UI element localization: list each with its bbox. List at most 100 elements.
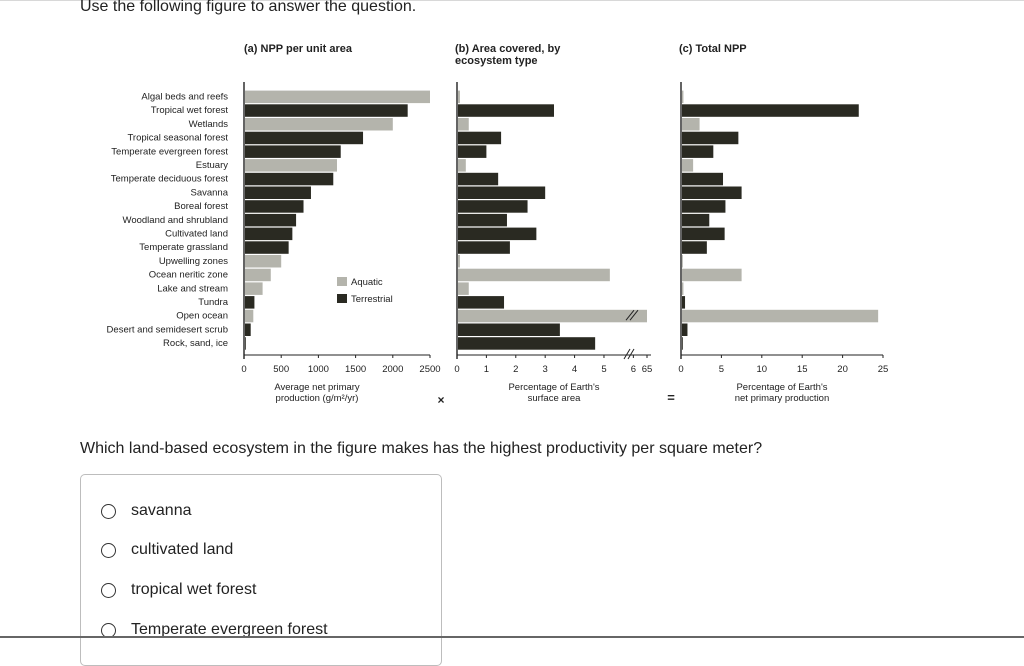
- tick-label: 1: [484, 364, 489, 375]
- tick-label: 65: [642, 364, 653, 375]
- axis-break-mark: [627, 348, 635, 360]
- tick-label: 25: [878, 364, 889, 375]
- tick-label: 2000: [382, 364, 403, 375]
- bar-aquatic: [245, 255, 282, 268]
- bar-aquatic: [458, 159, 466, 172]
- npp-figure: Algal beds and reefs Tropical wet forest W…: [0, 30, 1024, 430]
- legend-label-terrestrial: Terrestrial: [351, 294, 393, 305]
- bar-terrestrial: [682, 172, 724, 186]
- bar-aquatic: [458, 255, 460, 268]
- tick-label: 3: [543, 364, 548, 375]
- x-axis-label: surface area: [528, 393, 582, 404]
- bar-terrestrial: [245, 131, 364, 145]
- bar-terrestrial: [458, 200, 528, 213]
- bar-aquatic: [682, 118, 700, 131]
- bar-terrestrial: [245, 241, 289, 254]
- bar-terrestrial: [682, 241, 707, 254]
- panel-title: (a) NPP per unit area: [244, 43, 353, 55]
- bar-terrestrial: [682, 200, 726, 213]
- bar-aquatic: [245, 90, 430, 104]
- multiply-sign: ×: [437, 393, 444, 407]
- bar-aquatic: [245, 159, 337, 172]
- bar-aquatic: [682, 90, 684, 104]
- option-tropical-wet-forest[interactable]: tropical wet forest: [101, 578, 256, 602]
- bar-terrestrial: [682, 323, 688, 336]
- x-axis-label: Percentage of Earth's: [508, 382, 599, 393]
- panel-title: ecosystem type: [455, 55, 538, 67]
- bar-terrestrial: [458, 296, 505, 309]
- ecosystem-label: Temperate evergreen forest: [111, 146, 228, 157]
- axis-break-mark: [623, 348, 631, 360]
- ecosystem-label: Rock, sand, ice: [163, 338, 228, 349]
- bar-aquatic: [245, 268, 271, 282]
- tick-label: 20: [837, 364, 848, 375]
- answer-options: savanna cultivated land tropical wet for…: [80, 474, 442, 666]
- option-cultivated-land[interactable]: cultivated land: [101, 538, 233, 562]
- ecosystem-label: Tundra: [198, 297, 228, 308]
- bar-terrestrial: [682, 337, 683, 350]
- ecosystem-label: Cultivated land: [165, 229, 228, 240]
- bar-terrestrial: [245, 213, 297, 227]
- radio-button[interactable]: [101, 503, 116, 519]
- bar-terrestrial: [682, 104, 859, 117]
- option-label: savanna: [131, 502, 192, 519]
- x-axis-label: net primary production: [735, 393, 830, 404]
- x-axis-label: Average net primary: [274, 382, 360, 393]
- bar-aquatic: [682, 282, 684, 295]
- figure-annotations: Aquatic Terrestrial × =: [337, 277, 675, 407]
- ecosystem-label: Lake and stream: [157, 283, 228, 294]
- ecosystem-label: Open ocean: [176, 311, 228, 322]
- bar-aquatic: [682, 159, 694, 172]
- radio-button[interactable]: [101, 542, 116, 558]
- bar-terrestrial: [458, 131, 502, 145]
- bar-terrestrial: [682, 131, 739, 145]
- bar-terrestrial: [458, 323, 560, 336]
- bar-terrestrial: [458, 213, 507, 227]
- ecosystem-label: Woodland and shrubland: [123, 215, 228, 226]
- ecosystem-label: Boreal forest: [174, 201, 228, 212]
- tick-label: 500: [273, 364, 289, 375]
- bar-aquatic: [682, 268, 742, 282]
- bar-aquatic: [458, 90, 460, 104]
- bar-aquatic: [682, 255, 683, 268]
- bar-terrestrial: [245, 323, 251, 336]
- bar-terrestrial: [458, 186, 546, 199]
- ecosystem-label: Tropical seasonal forest: [127, 133, 228, 144]
- bar-terrestrial: [458, 227, 537, 241]
- bar-terrestrial: [245, 337, 246, 350]
- bar-terrestrial: [682, 186, 742, 199]
- bar-terrestrial: [245, 200, 304, 213]
- bar-aquatic: [682, 309, 879, 323]
- npp-figure-svg: Algal beds and reefs Tropical wet forest W…: [107, 43, 889, 407]
- bottom-divider: [0, 636, 1024, 638]
- bar-aquatic: [458, 118, 469, 131]
- legend-label-aquatic: Aquatic: [351, 277, 383, 288]
- bar-terrestrial: [245, 186, 311, 199]
- legend-swatch-aquatic: [337, 277, 347, 286]
- bar-aquatic: [245, 118, 393, 131]
- ecosystem-label: Tropical wet forest: [151, 105, 229, 116]
- radio-button[interactable]: [101, 582, 116, 598]
- option-label: cultivated land: [131, 541, 234, 558]
- tick-label: 1000: [308, 364, 329, 375]
- legend-swatch-terrestrial: [337, 294, 347, 303]
- bar-break-mark: [625, 309, 635, 321]
- bar-terrestrial: [458, 337, 596, 350]
- ecosystem-labels: Algal beds and reefs Tropical wet forest W…: [107, 92, 229, 350]
- option-label: tropical wet forest: [131, 581, 257, 598]
- tick-label: 2500: [419, 364, 440, 375]
- bar-terrestrial: [458, 172, 499, 186]
- bar-terrestrial: [245, 227, 293, 241]
- option-temperate-evergreen-forest[interactable]: Temperate evergreen forest: [101, 618, 328, 642]
- option-savanna[interactable]: savanna: [101, 499, 192, 523]
- tick-label: 4: [572, 364, 577, 375]
- equals-sign: =: [667, 390, 675, 405]
- ecosystem-label: Ocean neritic zone: [149, 270, 228, 281]
- panel-title: (c) Total NPP: [679, 43, 747, 55]
- bar-terrestrial: [245, 172, 334, 186]
- ecosystem-label: Temperate grassland: [139, 242, 228, 253]
- bar-aquatic: [458, 309, 647, 323]
- tick-label: 0: [454, 364, 459, 375]
- bar-break-mark: [629, 309, 639, 321]
- bar-terrestrial: [458, 145, 487, 158]
